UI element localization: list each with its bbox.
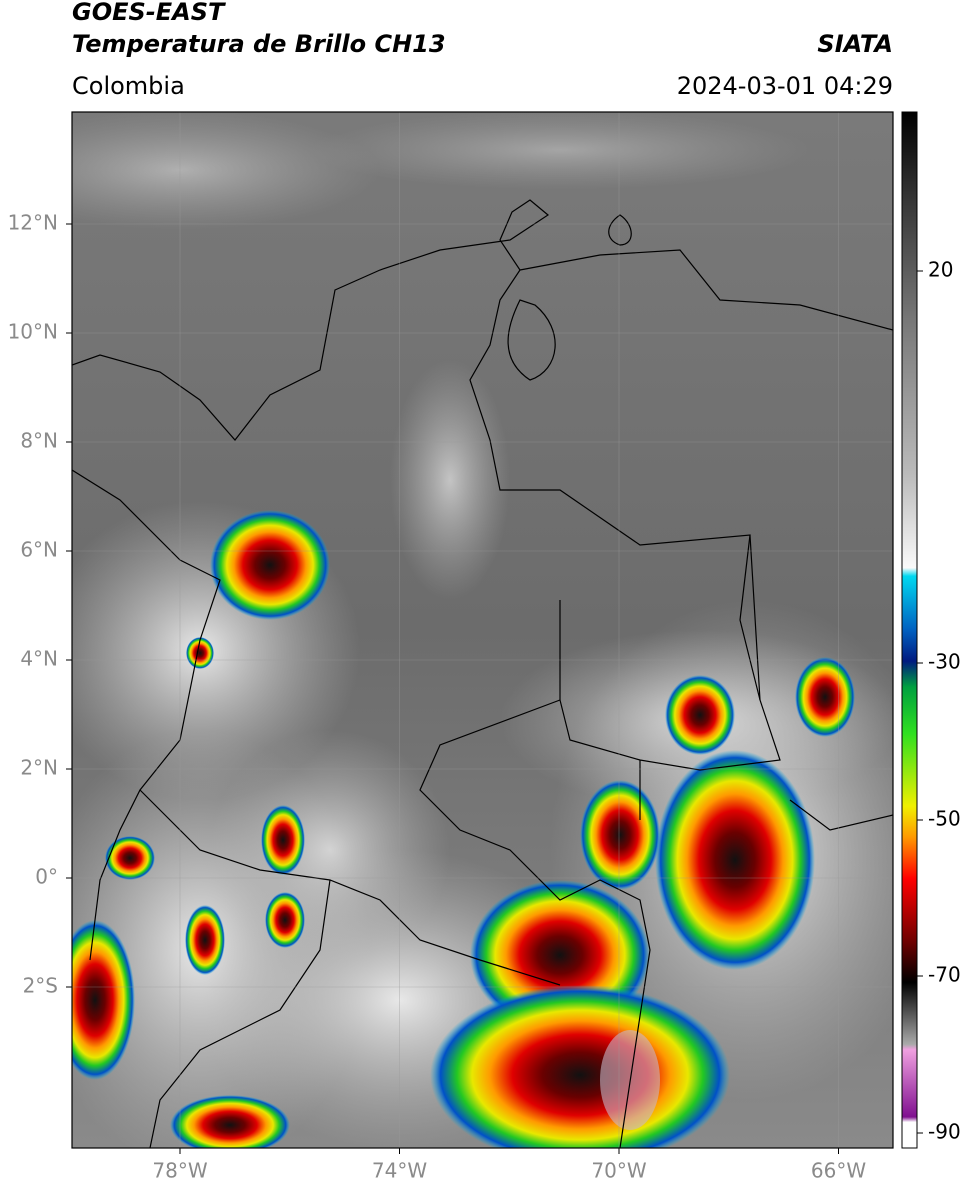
lat-label: 8°N [20,429,58,453]
lat-label: 2°S [23,974,58,998]
map-frame [71,111,894,1149]
colorbar-label: -30 [928,650,961,674]
colorbar-label: -70 [928,963,961,987]
lon-label: 70°W [591,1159,646,1183]
lon-label: 74°W [372,1159,427,1183]
source: SIATA [817,30,893,58]
region: Colombia [72,72,185,100]
colorbar [901,111,918,1149]
colorbar-label: -90 [928,1120,961,1144]
colorbar-label: 20 [928,258,953,282]
lat-label: 2°N [20,756,58,780]
title: GOES-EAST [72,0,226,26]
lon-label: 78°W [152,1159,207,1183]
lat-label: 4°N [20,647,58,671]
lon-label: 66°W [811,1159,866,1183]
lat-label: 0° [35,865,58,889]
satellite-image [72,112,893,1148]
lat-label: 6°N [20,538,58,562]
lat-label: 10°N [8,320,58,344]
subtitle: Temperatura de Brillo CH13 [72,30,446,58]
datetime: 2024-03-01 04:29 [677,72,893,100]
lat-label: 12°N [8,211,58,235]
graticule [72,112,893,1148]
colorbar-label: -50 [928,807,961,831]
